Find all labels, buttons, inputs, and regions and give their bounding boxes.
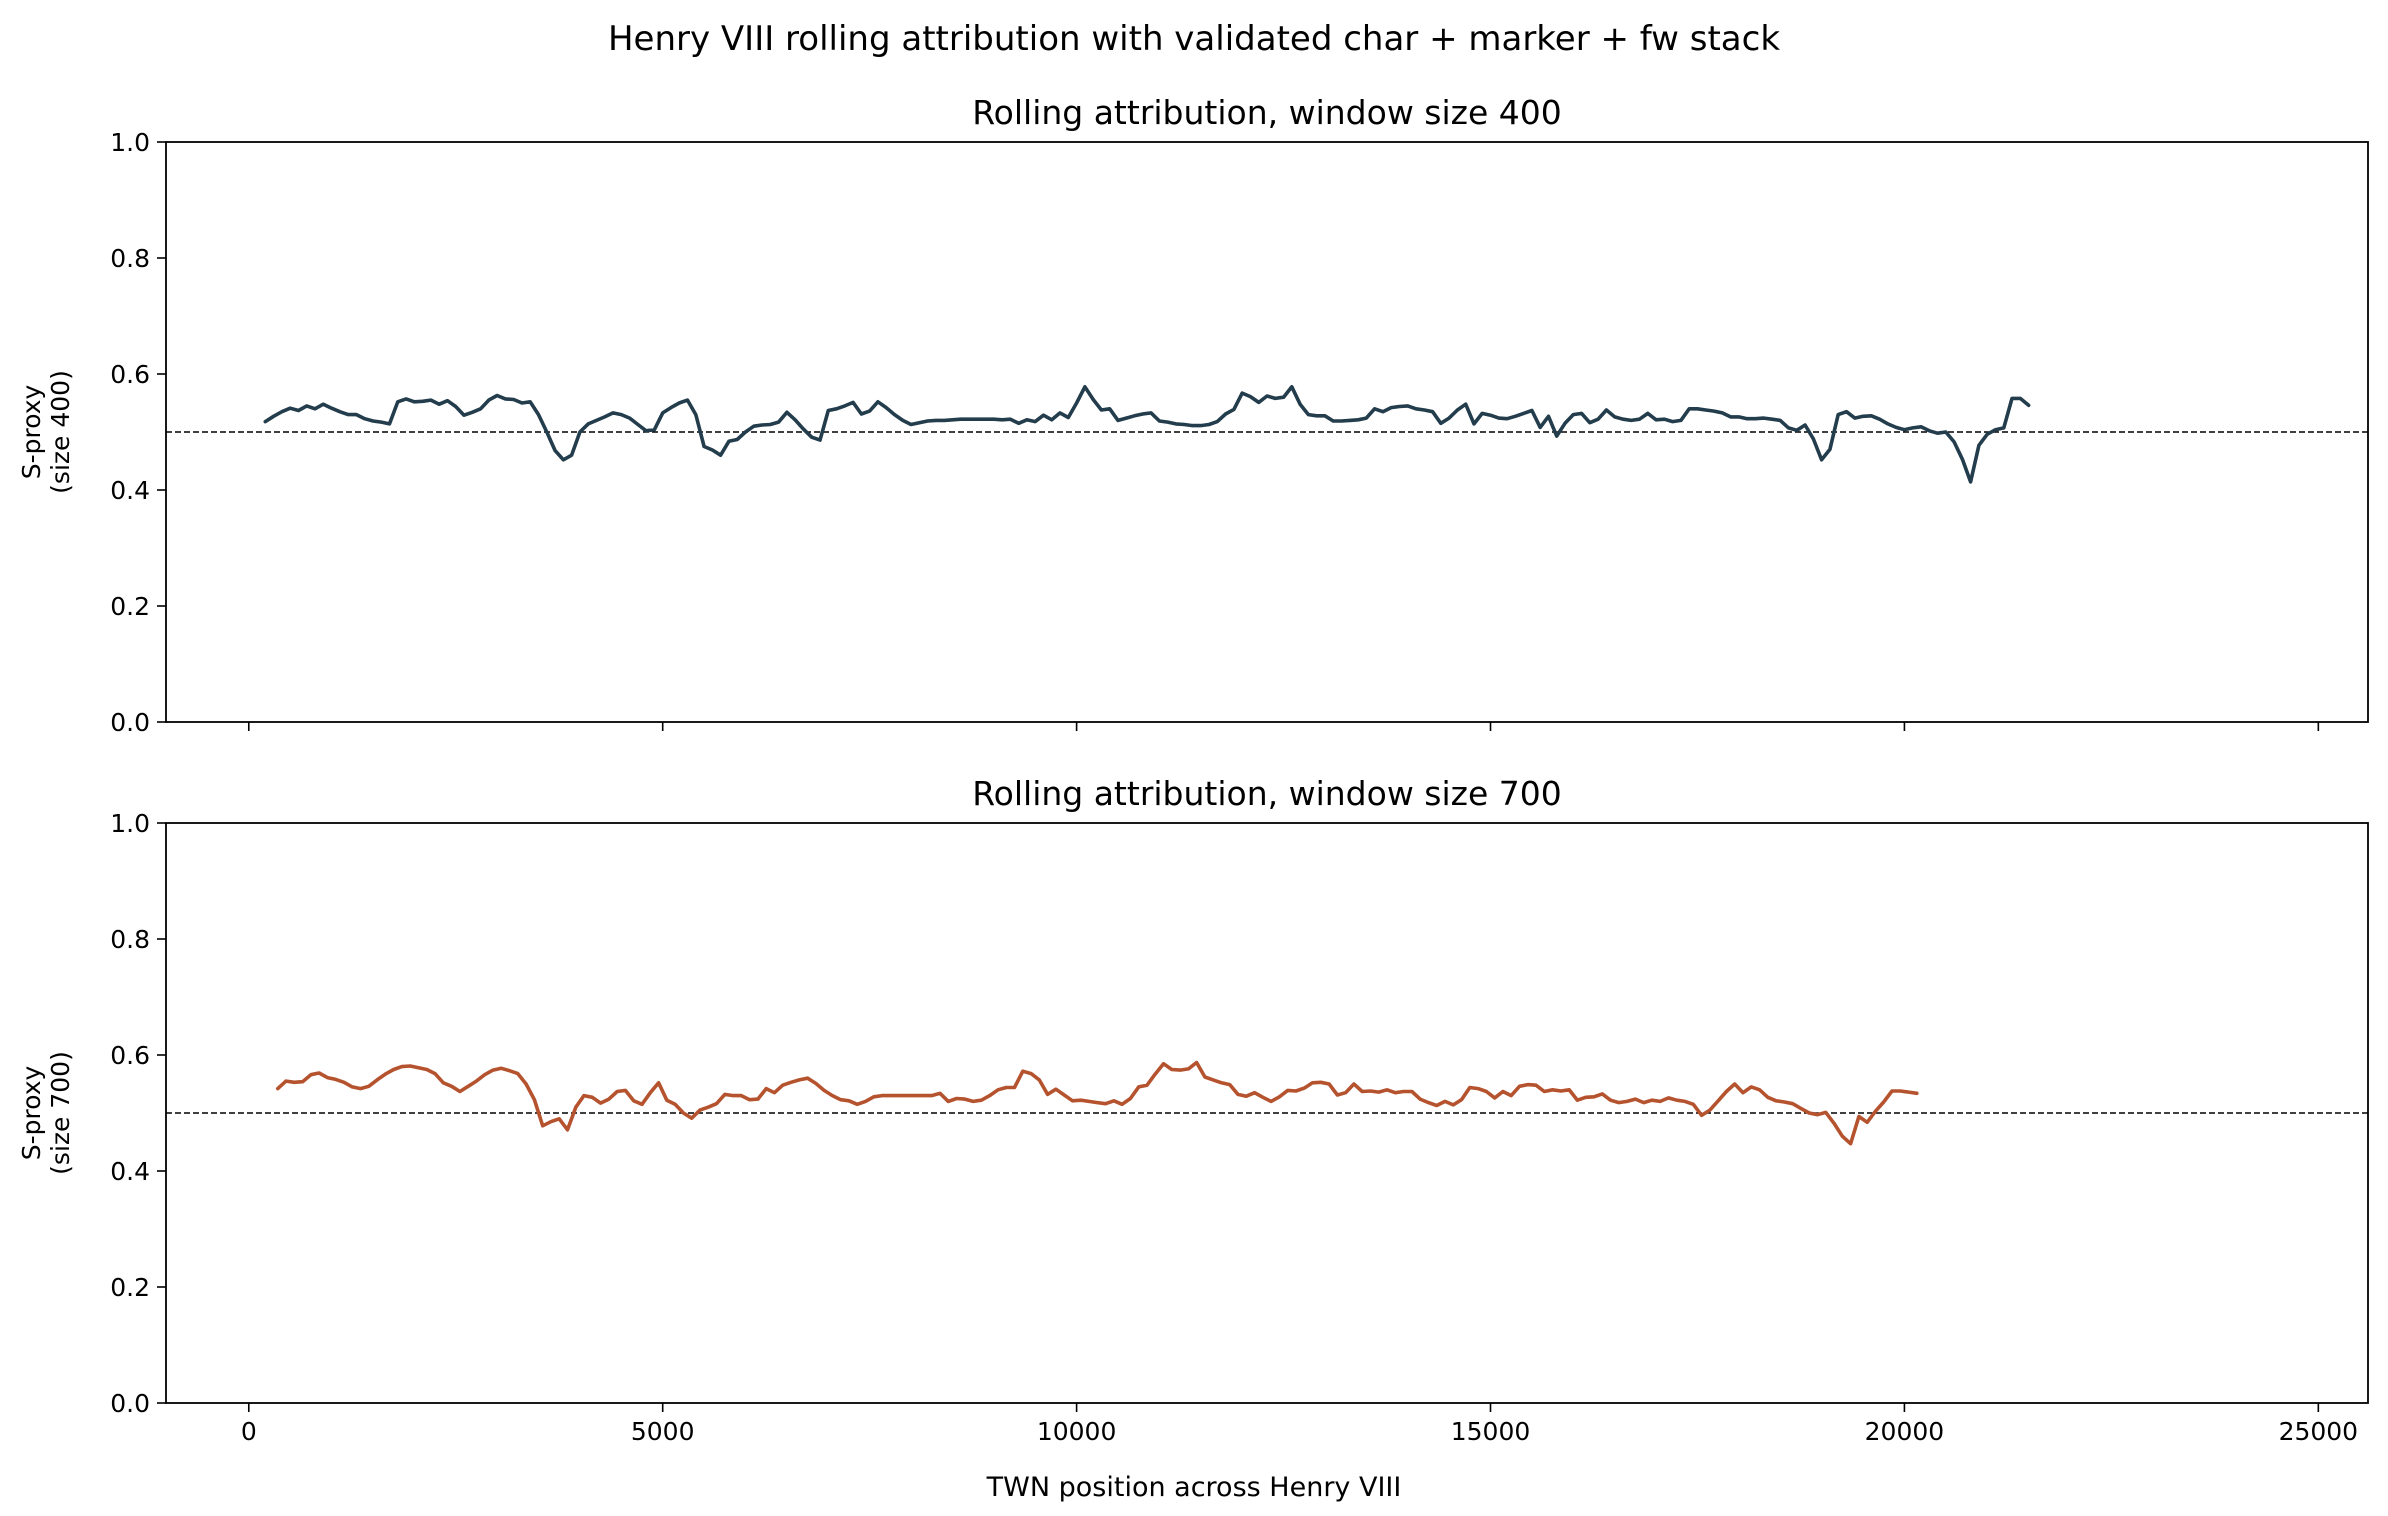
y-tick-label: 1.0	[110, 809, 150, 838]
y-axis-label-line: (size 400)	[46, 370, 75, 494]
x-tick-label: 5000	[631, 1417, 695, 1446]
x-tick-label: 25000	[2279, 1417, 2359, 1446]
y-tick-label: 1.0	[110, 128, 150, 157]
figure-suptitle: Henry VIII rolling attribution with vali…	[608, 19, 1780, 59]
axes-frame	[165, 141, 2369, 723]
y-tick-label: 0.4	[110, 476, 150, 505]
x-tick-label: 10000	[1037, 1417, 1117, 1446]
subplot-title: Rolling attribution, window size 400	[972, 93, 1562, 132]
y-tick-label: 0.8	[110, 244, 150, 273]
y-tick-label: 0.8	[110, 925, 150, 954]
y-axis-label-line: (size 700)	[46, 1051, 75, 1175]
y-axis-label: S-proxy(size 700)	[17, 1051, 75, 1175]
y-axis-label-line: S-proxy	[17, 384, 46, 479]
x-tick-label: 0	[241, 1417, 257, 1446]
x-tick-label: 20000	[1865, 1417, 1945, 1446]
x-axis-label: TWN position across Henry VIII	[986, 1472, 1402, 1503]
panel-window-700: Rolling attribution, window size 700 0.0 0…	[17, 774, 2369, 1446]
y-tick-label: 0.0	[110, 708, 150, 737]
y-tick-label: 0.6	[110, 360, 150, 389]
y-axis-label-line: S-proxy	[17, 1065, 46, 1160]
y-tick-label: 0.2	[110, 1273, 150, 1302]
y-tick-label: 0.0	[110, 1389, 150, 1418]
panel-window-400: Rolling attribution, window size 400 0.0 0…	[17, 93, 2369, 737]
y-axis-label: S-proxy(size 400)	[17, 370, 75, 494]
subplot-title: Rolling attribution, window size 700	[972, 774, 1562, 813]
series-line	[275, 1060, 1919, 1146]
y-tick-label: 0.4	[110, 1157, 150, 1186]
y-tick-label: 0.2	[110, 592, 150, 621]
series-line	[263, 384, 2031, 484]
y-tick-label: 0.6	[110, 1041, 150, 1070]
axes-frame	[165, 822, 2369, 1404]
x-tick-label: 15000	[1451, 1417, 1531, 1446]
